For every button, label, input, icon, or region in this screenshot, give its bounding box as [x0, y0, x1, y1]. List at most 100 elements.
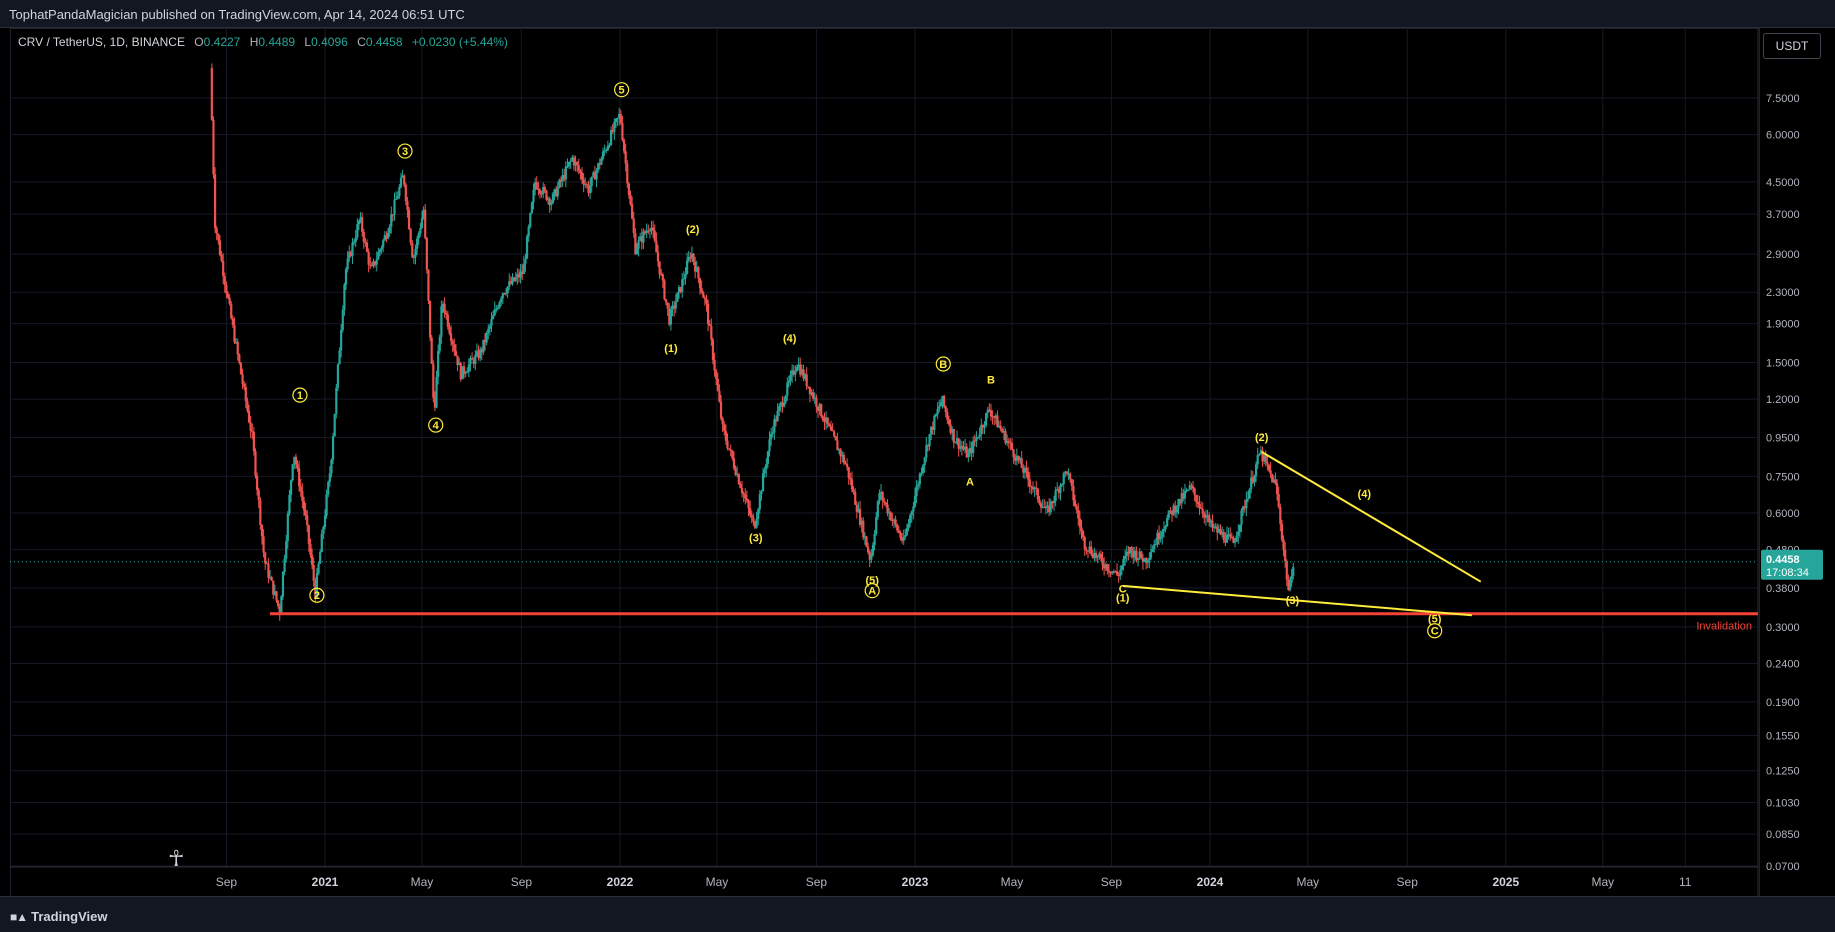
candle-body [710, 326, 713, 340]
chart-frame[interactable] [10, 28, 1760, 897]
candle-body [616, 117, 619, 119]
candle-body [330, 459, 333, 474]
candle-body [888, 512, 891, 514]
candles-group [210, 63, 1295, 621]
candle-body [621, 122, 624, 140]
time-tick-label: Sep [511, 875, 533, 889]
candle-body [1104, 564, 1107, 569]
price-tick-label: 0.7500 [1766, 471, 1800, 483]
candle-body [1140, 551, 1143, 559]
tradingview-brand: TradingView [31, 909, 108, 924]
candle-body [443, 303, 446, 313]
candle-body [1073, 500, 1077, 506]
candle-body [724, 431, 727, 441]
candle-body [1237, 531, 1240, 536]
candle-body [401, 175, 404, 178]
currency-button[interactable]: USDT [1763, 33, 1821, 59]
candle-body [598, 163, 601, 165]
candle-body [829, 426, 833, 431]
candle-body [270, 577, 273, 581]
price-tick-label: 2.9000 [1766, 249, 1800, 261]
candle-body [516, 274, 519, 278]
candle-body [1046, 505, 1049, 507]
candle-body [655, 240, 658, 253]
candle-body [601, 151, 605, 159]
wave-label: (3) [1286, 595, 1300, 607]
candle-body [361, 217, 364, 232]
candle-body [879, 492, 883, 494]
wave-label: 5 [619, 85, 625, 97]
candle-body [860, 520, 863, 525]
candle-body [1245, 499, 1248, 509]
candle-body [524, 258, 527, 264]
candle-body [808, 387, 812, 395]
candle-body [538, 190, 542, 194]
candle-body [695, 267, 698, 272]
candle-body [1041, 506, 1044, 508]
time-tick-label: May [1296, 875, 1319, 889]
wave-label-circle [1427, 623, 1443, 639]
candle-body [1162, 529, 1166, 531]
candle-body [588, 185, 592, 194]
candle-body [513, 277, 516, 281]
candle-body [737, 474, 740, 484]
price-tick-label: 3.7000 [1766, 209, 1800, 221]
candle-body [236, 341, 239, 355]
candle-body [795, 366, 799, 372]
candle-body [218, 240, 222, 255]
symbol-label[interactable]: CRV / TetherUS, 1D, BINANCE [18, 35, 185, 49]
candle-body [1098, 553, 1101, 556]
candle-body [1027, 471, 1030, 480]
candle-body [1094, 552, 1098, 558]
candle-body [210, 68, 213, 120]
candle-body [377, 252, 380, 260]
candle-body [225, 284, 228, 294]
candle-body [944, 406, 947, 413]
candle-body [810, 392, 813, 395]
candle-body [428, 300, 432, 338]
candle-body [559, 179, 563, 182]
candle-body [883, 500, 886, 503]
candle-body [713, 360, 716, 371]
candle-body [1065, 471, 1069, 474]
candle-body [370, 265, 373, 267]
candle-body [749, 507, 752, 516]
candle-body [233, 325, 236, 343]
candle-body [223, 276, 226, 285]
candle-body [1119, 570, 1122, 577]
candle-body [826, 417, 829, 425]
candle-body [1031, 487, 1035, 490]
low-key: L [304, 35, 312, 49]
candle-body [854, 491, 857, 505]
candle-body [1145, 558, 1148, 563]
candle-body [761, 473, 765, 492]
time-tick-label: May [411, 875, 434, 889]
candle-body [629, 194, 632, 205]
candle-body [1251, 477, 1254, 483]
candle-body [595, 170, 598, 180]
candle-body [344, 269, 348, 285]
wave-label-circle [864, 583, 880, 599]
price-tick-label: 0.0700 [1766, 861, 1800, 873]
price-tick-label: 1.5000 [1766, 357, 1800, 369]
candle-body [1157, 532, 1161, 540]
candle-body [472, 359, 475, 364]
candle-body [1269, 470, 1272, 474]
candle-body [915, 486, 918, 496]
candle-body [566, 166, 569, 168]
candle-body [650, 227, 653, 231]
candle-body [441, 303, 445, 307]
candle-body [495, 308, 498, 310]
candle-body [687, 256, 690, 261]
candle-body [747, 500, 750, 508]
wave-label: (5) [1428, 614, 1442, 626]
candle-body [511, 277, 514, 284]
candle-body [1107, 570, 1111, 572]
tradingview-logo[interactable]: ■▲ TradingView [10, 909, 107, 924]
candle-body [1012, 449, 1015, 458]
candle-body [503, 293, 506, 295]
candle-body [399, 177, 403, 188]
candle-body [354, 237, 357, 242]
candle-body [504, 292, 508, 294]
